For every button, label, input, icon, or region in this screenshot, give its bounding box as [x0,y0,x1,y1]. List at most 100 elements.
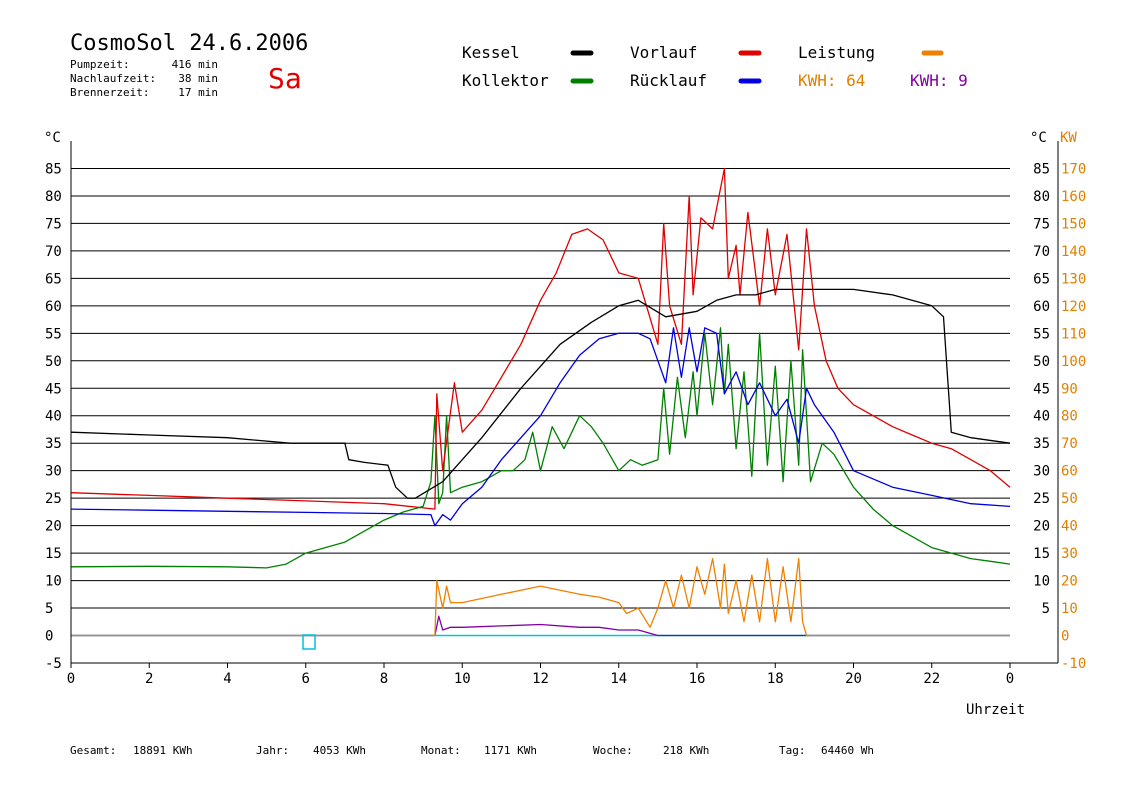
y-right-tick-label: 60 [1033,299,1050,315]
y-right-tick-label: 80 [1033,189,1050,205]
x-tick-label: 0 [67,671,75,687]
y-tick-label: 25 [45,491,62,507]
y-right-tick-label: 15 [1033,546,1050,562]
legend-label: Leistung [798,43,875,62]
kw-tick-label: 170 [1061,161,1086,177]
kw-tick-label: 60 [1061,464,1078,480]
time-marker [302,634,316,650]
y-tick-label: 5 [45,601,53,617]
series-lines [70,167,1011,637]
kw-tick-label: 140 [1061,244,1086,260]
stat-value: 38 min [178,72,218,85]
kw-tick-label: 30 [1061,546,1078,562]
stat-label: Pumpzeit: [70,58,130,71]
y-tick-label: 45 [45,381,62,397]
kw-tick-label: 0 [1061,629,1069,645]
right-axis-unit-kw: KW [1060,130,1077,146]
kw-tick-label: -10 [1061,656,1086,672]
y-right-tick-label: 50 [1033,354,1050,370]
stat-label: Brennerzeit: [70,86,149,99]
legend: Kessel Vorlauf Leistung Kollektor Rückla… [462,43,968,90]
footer-totals: Gesamt: 18891 KWh Jahr: 4053 KWh Monat: … [70,744,874,757]
y-right-tick-label: 35 [1033,436,1050,452]
y-tick-label: 20 [45,519,62,535]
footer-value: 1171 KWh [484,744,537,757]
stat-label: Nachlaufzeit: [70,72,156,85]
kw-tick-label: 70 [1061,436,1078,452]
footer-label: Tag: [779,744,806,757]
x-tick-label: 0 [1006,671,1014,687]
x-axis-label: Uhrzeit [966,702,1025,718]
footer-label: Gesamt: [70,744,116,757]
kw-tick-label: 80 [1061,409,1078,425]
series-line-kessel [70,288,1011,499]
y-tick-label: 15 [45,546,62,562]
x-tick-label: 4 [223,671,231,687]
footer-value: 218 KWh [663,744,709,757]
kw-tick-label: 100 [1061,354,1086,370]
left-axis-unit: °C [44,130,61,146]
y-tick-label: 55 [45,326,62,342]
x-tick-label: 10 [454,671,471,687]
y-right-tick-label: 55 [1033,326,1050,342]
chart-title: CosmoSol 24.6.2006 [70,31,308,56]
y-tick-label: 85 [45,161,62,177]
axis-ticks: -505101520253035404550556065707580855101… [45,161,1086,687]
kw-tick-label: 130 [1061,271,1086,287]
footer-label: Woche: [593,744,633,757]
day-label: Sa [268,62,302,95]
grid [71,167,1010,637]
kw-tick-label: 150 [1061,216,1086,232]
kw-tick-label: 50 [1061,491,1078,507]
kw-tick-label: 110 [1061,326,1086,342]
y-right-tick-label: 75 [1033,216,1050,232]
x-tick-label: 8 [380,671,388,687]
y-tick-label: -5 [45,656,62,672]
y-tick-label: 40 [45,409,62,425]
y-right-tick-label: 70 [1033,244,1050,260]
y-tick-label: 35 [45,436,62,452]
x-tick-label: 14 [610,671,627,687]
y-tick-label: 80 [45,189,62,205]
x-tick-label: 20 [845,671,862,687]
kw-tick-label: 120 [1061,299,1086,315]
y-tick-label: 50 [45,354,62,370]
stat-value: 17 min [178,86,218,99]
legend-label: Vorlauf [630,43,697,62]
kw-tick-label: 40 [1061,519,1078,535]
footer-value: 64460 Wh [821,744,874,757]
y-tick-label: 10 [45,574,62,590]
kw-tick-label: 160 [1061,189,1086,205]
y-tick-label: 30 [45,464,62,480]
footer-value: 18891 KWh [133,744,193,757]
y-right-tick-label: 85 [1033,161,1050,177]
y-right-tick-label: 40 [1033,409,1050,425]
y-tick-label: 75 [45,216,62,232]
series-line-ruecklauf [70,327,1011,527]
y-right-tick-label: 65 [1033,271,1050,287]
legend-label: Kollektor [462,71,549,90]
stat-value: 416 min [172,58,218,71]
y-right-tick-label: 20 [1033,519,1050,535]
kw-tick-label: 20 [1061,574,1078,590]
y-right-tick-label: 45 [1033,381,1050,397]
x-tick-label: 22 [923,671,940,687]
footer-label: Jahr: [256,744,289,757]
series-line-kwh [71,615,1010,637]
footer-value: 4053 KWh [313,744,366,757]
footer-label: Monat: [421,744,461,757]
series-line-vorlauf [70,167,1011,510]
y-tick-label: 65 [45,271,62,287]
y-right-tick-label: 25 [1033,491,1050,507]
x-tick-label: 12 [532,671,549,687]
y-right-tick-label: 30 [1033,464,1050,480]
legend-label: Rücklauf [630,71,707,90]
y-tick-label: 70 [45,244,62,260]
kw-tick-label: 90 [1061,381,1078,397]
y-right-tick-label: 10 [1033,574,1050,590]
kwh-total-orange: KWH: 64 [798,71,865,90]
y-tick-label: 0 [45,629,53,645]
kwh-total-purple: KWH: 9 [910,71,968,90]
y-right-tick-label: 5 [1042,601,1050,617]
